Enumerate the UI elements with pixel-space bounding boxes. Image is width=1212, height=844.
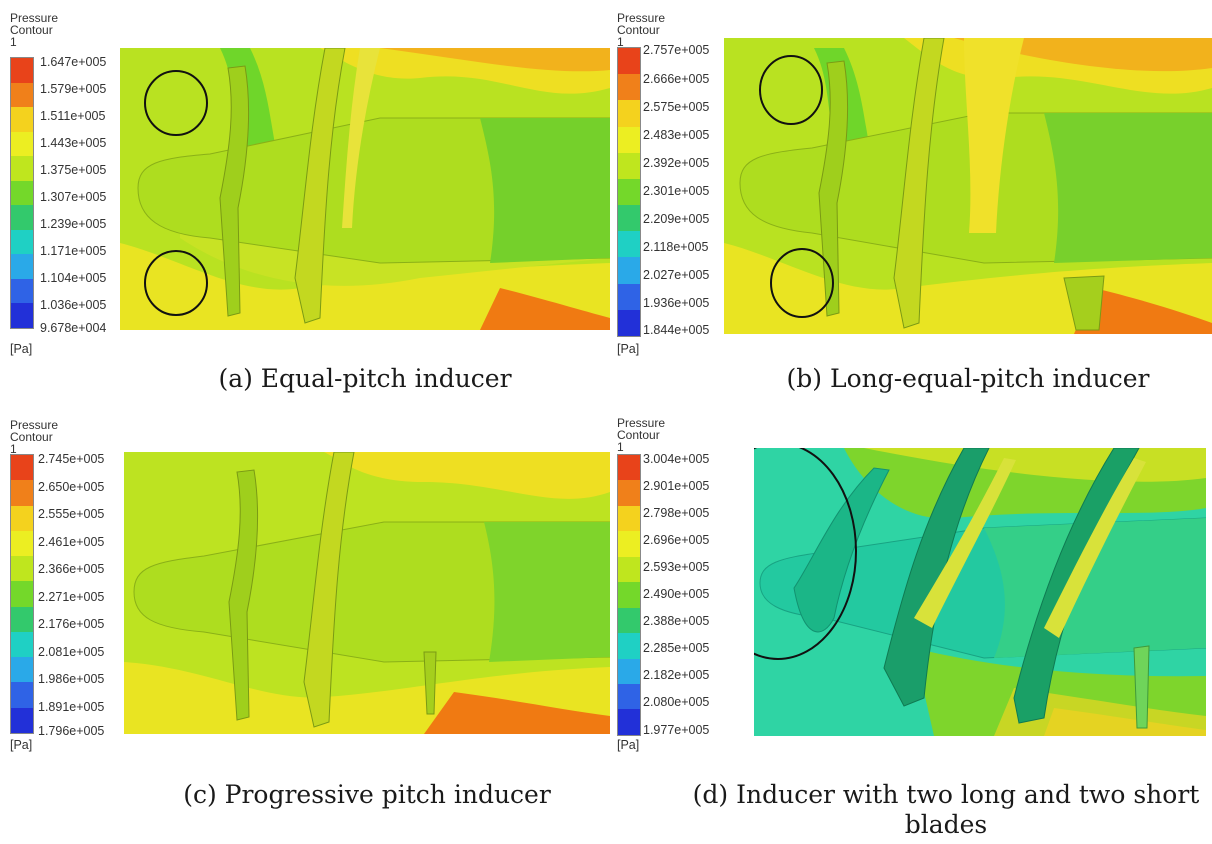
unit-label: [Pa] [10,738,33,752]
color-legend-bar [617,454,641,736]
legend-tick: 2.118e+005 [643,240,709,254]
legend-title: Pressure Contour 1 [10,11,59,49]
pressure-contour-plot [724,38,1212,334]
legend-tick: 2.575e+005 [643,100,710,114]
legend-tick: 2.176e+005 [38,617,105,631]
legend-tick: 2.483e+005 [643,128,710,142]
legend-tick: 2.490e+005 [643,587,710,601]
legend-tick: 2.798e+005 [643,506,710,520]
legend-tick: 1.443e+005 [40,136,107,150]
legend-title: Pressure Contour 1 [617,11,666,49]
legend-tick: 1.977e+005 [643,723,710,737]
pressure-contour-plot [120,48,610,330]
legend-tick: 2.080e+005 [643,695,710,709]
legend-tick: 1.375e+005 [40,163,107,177]
legend-tick: 1.936e+005 [643,296,710,310]
legend-tick: 2.081e+005 [38,645,105,659]
legend-tick: 1.036e+005 [40,298,107,312]
legend-tick: 2.392e+005 [643,156,710,170]
legend-tick: 1.511e+005 [40,109,106,123]
unit-label: [Pa] [10,342,33,356]
legend-tick: 2.366e+005 [38,562,105,576]
legend-tick: 1.647e+005 [40,55,107,69]
legend-tick: 2.388e+005 [643,614,710,628]
legend-tick: 2.461e+005 [38,535,105,549]
legend-tick: 2.696e+005 [643,533,710,547]
color-legend-bar [10,454,34,734]
legend-tick: 2.757e+005 [643,43,710,57]
unit-label: [Pa] [617,342,640,356]
unit-label: [Pa] [617,738,640,752]
legend-tick: 2.593e+005 [643,560,710,574]
legend-tick: 1.796e+005 [38,724,105,738]
panel-caption: (a) Equal-pitch inducer [218,364,512,393]
legend-tick: 1.171e+005 [40,244,107,258]
legend-tick: 2.301e+005 [643,184,710,198]
panel-caption: (c) Progressive pitch inducer [183,780,551,809]
legend-tick: 2.209e+005 [643,212,710,226]
legend-tick: 9.678e+004 [40,321,107,335]
legend-tick: 2.650e+005 [38,480,105,494]
legend-tick: 2.027e+005 [643,268,710,282]
legend-tick: 2.271e+005 [38,590,105,604]
legend-tick: 1.844e+005 [643,323,710,337]
legend-tick: 3.004e+005 [643,452,710,466]
legend-tick: 2.285e+005 [643,641,710,655]
legend-tick: 1.239e+005 [40,217,107,231]
panel-caption: (b) Long-equal-pitch inducer [786,364,1150,393]
legend-tick: 1.104e+005 [40,271,107,285]
legend-tick: 1.307e+005 [40,190,107,204]
legend-title: Pressure Contour 1 [10,418,59,456]
legend-tick: 1.579e+005 [40,82,107,96]
color-legend-bar [10,57,34,329]
legend-tick: 2.182e+005 [643,668,710,682]
legend-tick: 2.745e+005 [38,452,105,466]
legend-tick: 1.986e+005 [38,672,105,686]
legend-title: Pressure Contour 1 [617,416,666,454]
legend-tick: 1.891e+005 [38,700,105,714]
legend-tick: 2.901e+005 [643,479,710,493]
pressure-contour-plot [124,452,610,734]
pressure-contour-plot [754,448,1206,736]
color-legend-bar [617,47,641,337]
panel-caption: (d) Inducer with two long and two short … [692,780,1200,839]
legend-tick: 2.555e+005 [38,507,105,521]
legend-tick: 2.666e+005 [643,72,710,86]
